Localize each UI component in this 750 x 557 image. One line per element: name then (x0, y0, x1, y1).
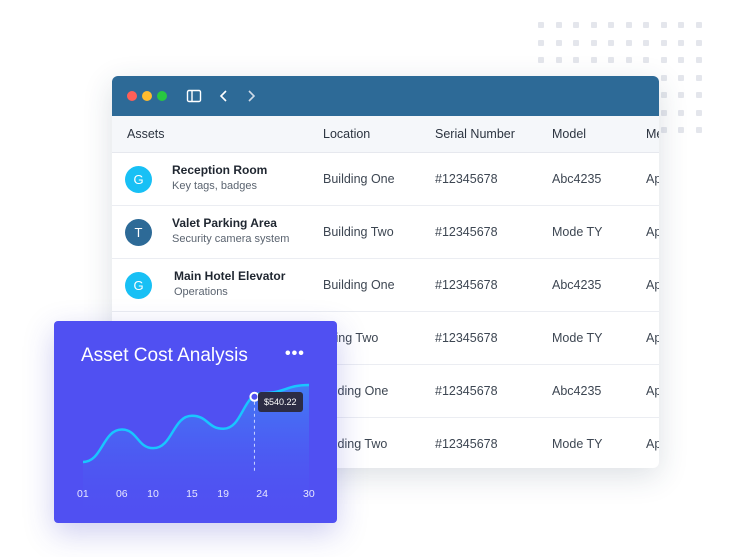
x-tick-label: 10 (147, 488, 159, 500)
truncated-cell: Ap (646, 437, 659, 451)
truncated-cell: Ap (646, 331, 659, 345)
table-row[interactable]: ilding Two #12345678 Mode TY Ap (112, 312, 659, 365)
serial-cell: #12345678 (435, 437, 498, 451)
location-cell: ilding Two (332, 437, 388, 451)
location-cell: Building One (323, 278, 395, 292)
x-tick-label: 19 (217, 488, 229, 500)
maximize-window-button[interactable] (157, 91, 167, 101)
assets-table: Assets Location Serial Number Model Me G… (112, 116, 659, 468)
chart-area-fill (83, 385, 309, 523)
serial-cell: #12345678 (435, 384, 498, 398)
asset-subtitle: Key tags, badges (172, 180, 258, 192)
avatar: T (125, 219, 152, 246)
x-tick-label: 06 (115, 488, 128, 500)
chevron-left-icon[interactable] (218, 87, 230, 105)
close-window-button[interactable] (127, 91, 137, 101)
x-tick-label: 30 (303, 488, 315, 500)
table-row[interactable]: G Reception Room Key tags, badges Buildin… (112, 153, 659, 206)
column-header-serial-number[interactable]: Serial Number (435, 127, 515, 141)
asset-subtitle: Security camera system (172, 233, 290, 245)
card-title: Asset Cost Analysis (81, 345, 248, 366)
chevron-right-icon[interactable] (245, 87, 257, 105)
asset-title: Reception Room (172, 163, 268, 177)
serial-cell: #12345678 (435, 331, 498, 345)
truncated-cell: Ap (646, 172, 659, 186)
truncated-cell: Ap (646, 278, 659, 292)
model-cell: Abc4235 (552, 172, 602, 186)
location-cell: ilding One (332, 384, 389, 398)
asset-subtitle: Operations (174, 286, 228, 298)
model-cell: Abc4235 (552, 278, 602, 292)
location-cell: Building One (323, 172, 395, 186)
minimize-window-button[interactable] (142, 91, 152, 101)
x-tick-label: 24 (256, 488, 268, 500)
model-cell: Abc4235 (552, 384, 602, 398)
asset-title: Main Hotel Elevator (174, 269, 286, 283)
column-header-location[interactable]: Location (323, 127, 371, 141)
avatar: G (125, 272, 152, 299)
column-header-truncated[interactable]: Me (646, 127, 659, 141)
sidebar-toggle-icon[interactable] (186, 87, 202, 105)
truncated-cell: Ap (646, 384, 659, 398)
avatar: G (125, 166, 152, 193)
x-tick-label: 01 (77, 488, 89, 500)
table-row[interactable]: ilding One #12345678 Abc4235 Ap (112, 365, 659, 418)
table-header: Assets Location Serial Number Model Me (112, 116, 659, 153)
serial-cell: #12345678 (435, 172, 498, 186)
model-cell: Mode TY (552, 225, 603, 239)
decorative-dot-grid (538, 22, 708, 140)
table-row[interactable]: T Valet Parking Area Security camera syst… (112, 206, 659, 259)
table-row[interactable]: G Main Hotel Elevator Operations Building… (112, 259, 659, 312)
model-cell: Mode TY (552, 437, 603, 451)
column-header-assets[interactable]: Assets (127, 127, 165, 141)
truncated-cell: Ap (646, 225, 659, 239)
title-bar (112, 76, 659, 116)
value-tooltip: $540.22 (258, 392, 303, 412)
serial-cell: #12345678 (435, 225, 498, 239)
asset-title: Valet Parking Area (172, 216, 277, 230)
column-header-model[interactable]: Model (552, 127, 587, 141)
model-cell: Mode TY (552, 331, 603, 345)
more-dots-icon[interactable]: ••• (285, 345, 305, 362)
x-tick-label: 15 (186, 488, 198, 500)
serial-cell: #12345678 (435, 278, 498, 292)
asset-cost-analysis-card: Asset Cost Analysis ••• $540.22 01 06 10 15… (54, 321, 337, 523)
location-cell: Building Two (323, 225, 394, 239)
table-row[interactable]: ilding Two #12345678 Mode TY Ap (112, 418, 659, 468)
